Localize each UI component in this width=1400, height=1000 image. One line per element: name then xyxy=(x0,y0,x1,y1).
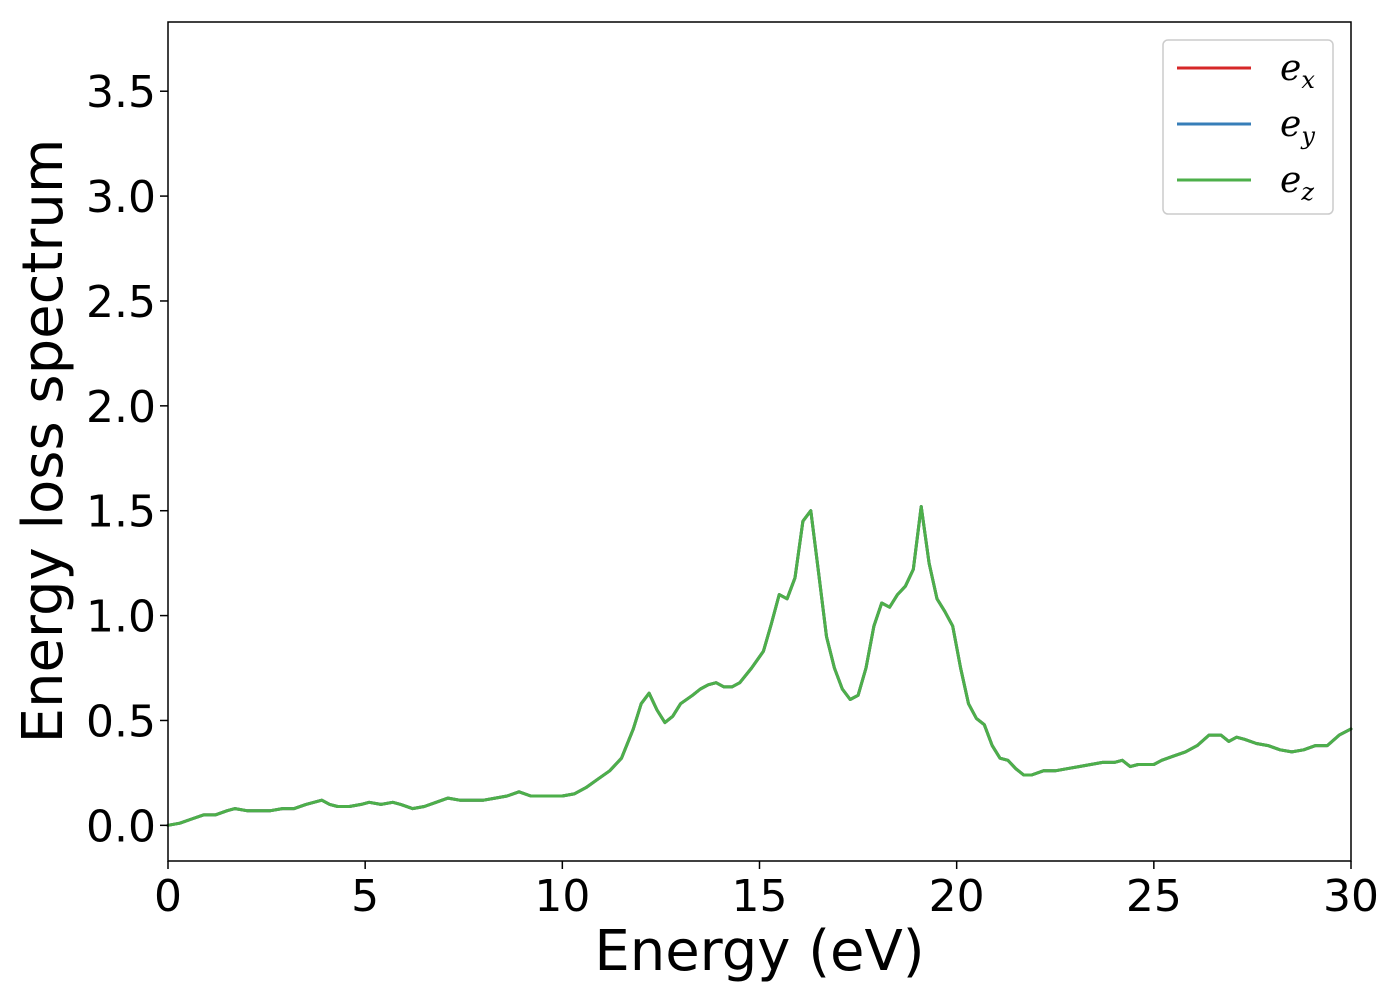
x-tick-label: 0 xyxy=(154,871,182,922)
x-tick-label: 5 xyxy=(351,871,379,922)
series-layer xyxy=(166,505,1353,827)
x-tick-label: 20 xyxy=(929,871,985,922)
y-tick-label: 1.0 xyxy=(86,592,156,643)
y-tick-label: 2.0 xyxy=(86,382,156,433)
x-tick-label: 10 xyxy=(534,871,590,922)
y-tick-label: 1.5 xyxy=(86,487,156,538)
x-tick-label: 30 xyxy=(1323,871,1379,922)
y-tick-label: 3.5 xyxy=(86,67,156,118)
x-axis: 0 5 10 15 20 25 30 xyxy=(154,861,1379,922)
legend-label-y: ey xyxy=(1280,104,1315,150)
y-tick-label: 2.5 xyxy=(86,277,156,328)
y-axis-label: Energy loss spectrum xyxy=(11,139,76,744)
legend-box xyxy=(1162,39,1334,215)
y-tick-label: 3.0 xyxy=(86,172,156,223)
y-tick-label: 0.0 xyxy=(86,801,156,852)
x-tick-label: 15 xyxy=(732,871,788,922)
y-axis: 0.0 0.5 1.0 1.5 2.0 2.5 3.0 3.5 xyxy=(86,67,168,852)
legend-label-x: ex xyxy=(1280,48,1315,94)
x-tick-label: 25 xyxy=(1126,871,1182,922)
plot-background xyxy=(168,22,1351,861)
legend-label-z: ez xyxy=(1280,160,1314,206)
y-tick-label: 0.5 xyxy=(86,696,156,747)
legend: ex ey ez xyxy=(1162,39,1334,215)
series-line-z xyxy=(166,505,1353,827)
x-axis-label: Energy (eV) xyxy=(594,919,924,984)
